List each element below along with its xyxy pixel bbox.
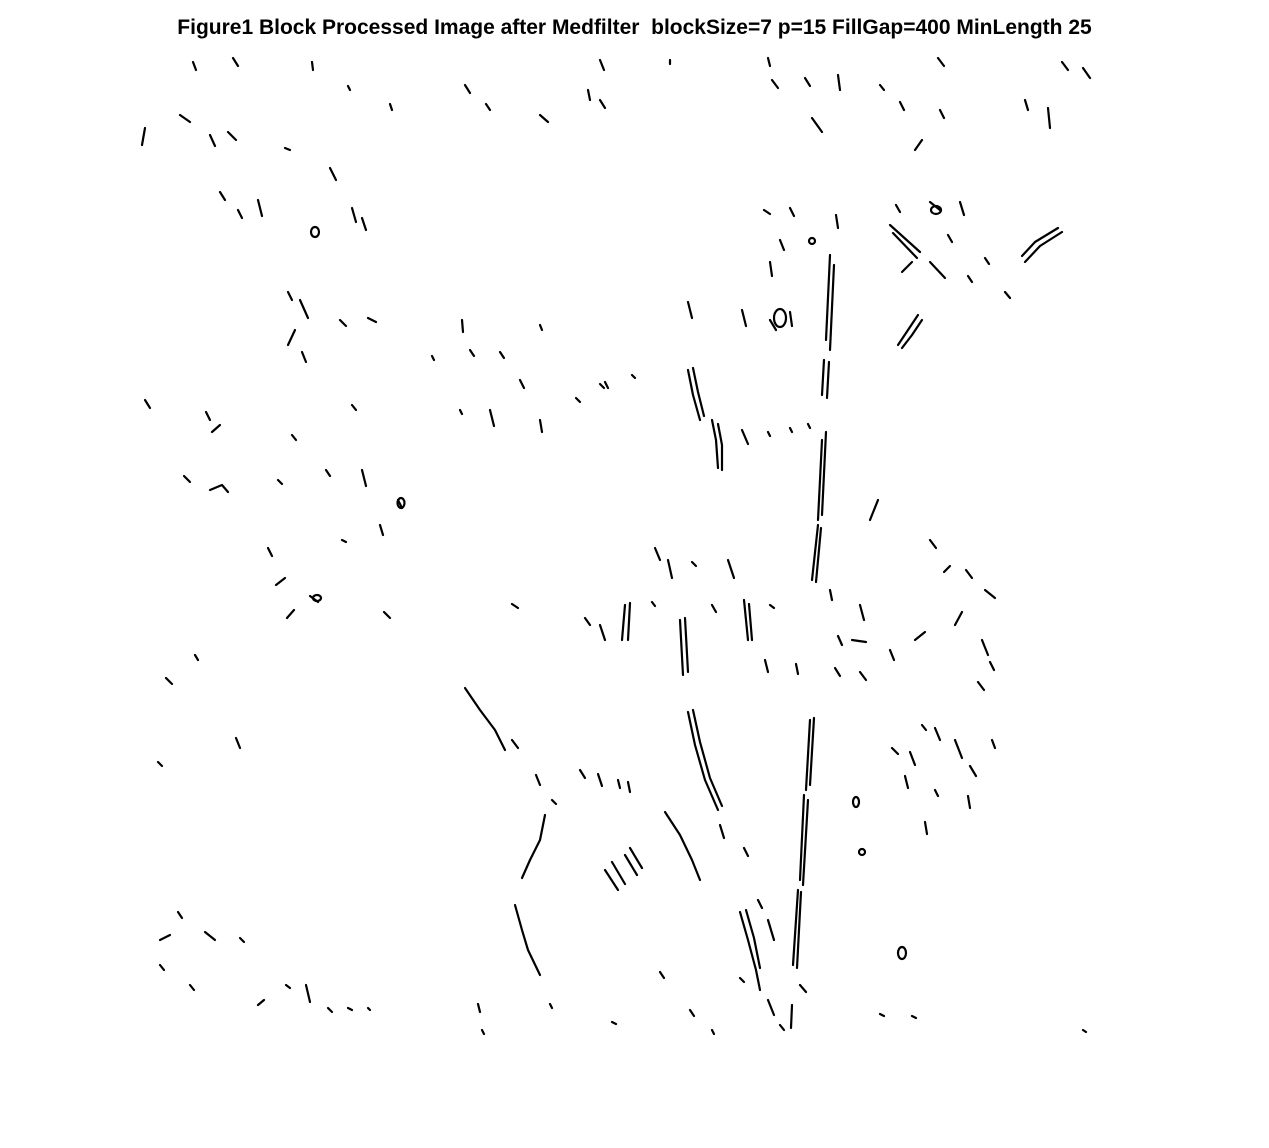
figure-title: Figure1 Block Processed Image after Medf… <box>177 16 1092 39</box>
edge-map-image <box>140 56 1092 1035</box>
edge-loops <box>309 204 943 961</box>
edge-strokes <box>140 56 1092 1035</box>
